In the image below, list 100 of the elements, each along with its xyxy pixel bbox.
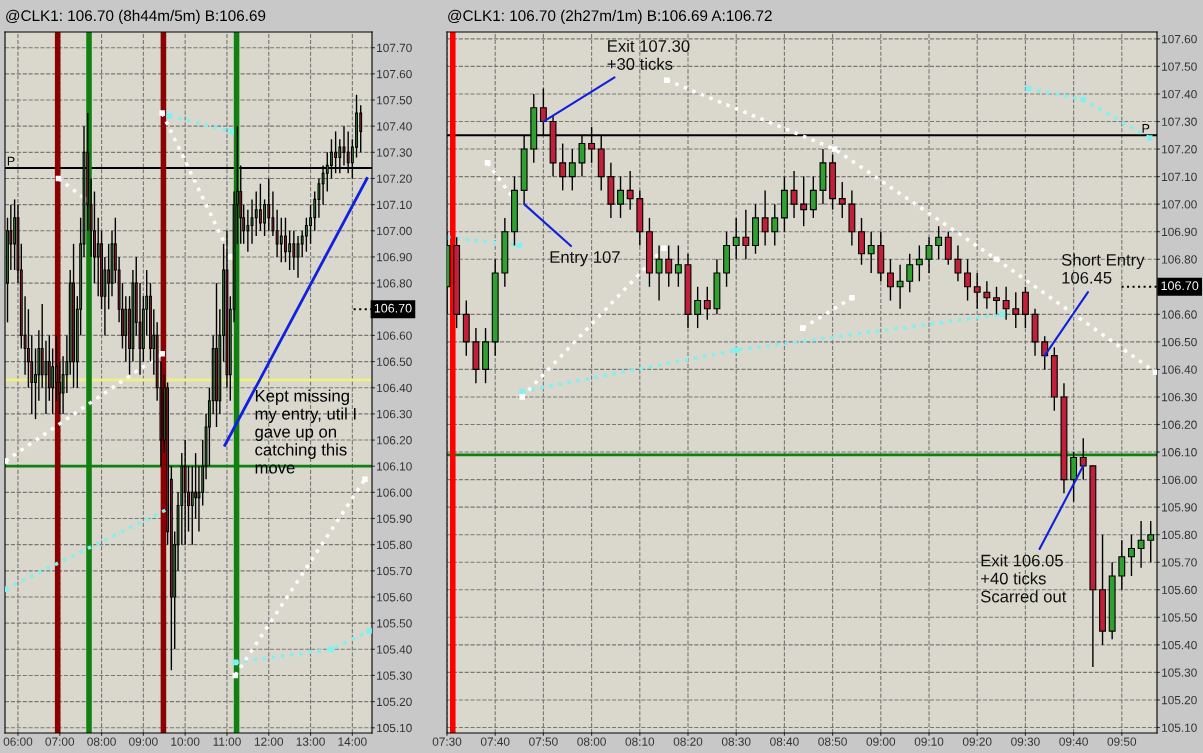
y-tick-label: 106.50: [1162, 337, 1197, 347]
point: [159, 350, 165, 357]
y-tick-label: 105.30: [377, 671, 412, 680]
y-tick-label: 107.20: [1162, 145, 1197, 154]
y-tick-label: 105.70: [1162, 558, 1197, 567]
y-tick-label: 105.10: [377, 723, 412, 733]
candlestick: [288, 230, 292, 271]
candlestick: [250, 198, 254, 245]
chart-title: @CLK1: 106.70 (8h44m/5m) B:106.69: [6, 9, 266, 25]
y-tick-label: 106.50: [377, 357, 412, 366]
candlestick: [275, 209, 279, 258]
x-tick-label: 11:00: [213, 737, 241, 746]
candlestick: [355, 94, 358, 159]
candlestick: [800, 175, 808, 227]
candlestick: [858, 217, 865, 266]
candlestick: [1147, 520, 1155, 563]
y-tick-label: 107.00: [377, 226, 412, 236]
candlestick: [568, 148, 576, 192]
annotation: Kept missing my entry, util I gave up on catching this move: [255, 389, 356, 474]
x-tick-label: 08:40: [770, 737, 799, 746]
candlestick: [292, 230, 296, 271]
y-tick-label: 105.40: [1162, 640, 1197, 650]
y-tick-label: 105.90: [377, 514, 412, 523]
x-tick-label: 06:00: [3, 737, 33, 746]
candlestick: [72, 243, 75, 389]
candlestick: [761, 189, 769, 247]
point: [1152, 369, 1157, 375]
y-tick-label: 106.10: [377, 462, 412, 471]
candlestick: [617, 175, 624, 219]
point: [5, 586, 9, 592]
candlestick: [246, 209, 250, 253]
candlestick: [790, 170, 798, 219]
candlestick: [317, 177, 321, 219]
y-tick-label: 107.70: [377, 43, 412, 53]
x-tick-label: 07:50: [529, 737, 558, 746]
x-tick-label: 08:20: [673, 737, 703, 746]
x-tick-label: 09:50: [1107, 737, 1137, 746]
point: [993, 256, 1000, 263]
y-tick-label: 106.80: [1162, 255, 1197, 264]
y-tick-label: 106.60: [377, 331, 412, 340]
candlestick: [304, 217, 308, 253]
x-tick-label: 07:00: [45, 737, 75, 746]
y-tick-label: 107.30: [377, 148, 412, 157]
y-tick-label: 107.20: [377, 174, 412, 183]
x-tick-label: 09:00: [129, 737, 158, 746]
point: [519, 394, 525, 400]
y-tick-label: 106.40: [1162, 365, 1197, 374]
x-tick-label: 09:10: [914, 737, 944, 746]
x-tick-label: 08:00: [87, 737, 116, 746]
x-tick-label: 07:30: [432, 737, 462, 746]
point: [733, 347, 739, 353]
candlestick: [359, 104, 363, 154]
candlestick: [973, 272, 981, 310]
candlestick: [215, 282, 218, 428]
x-tick-label: 10:00: [171, 737, 200, 746]
candlestick: [284, 217, 287, 263]
candlestick: [886, 258, 894, 302]
point: [166, 112, 173, 119]
x-tick-label: 09:00: [866, 737, 896, 746]
candlestick: [674, 244, 682, 288]
point: [362, 476, 368, 483]
point: [366, 628, 372, 634]
y-tick-label: 107.60: [1162, 34, 1197, 44]
ref-line-label: P: [1142, 124, 1150, 133]
candlestick: [267, 177, 271, 232]
y-tick-label: 105.60: [377, 593, 412, 602]
x-tick-label: 13:00: [296, 737, 325, 746]
y-tick-label: 107.00: [1162, 200, 1197, 209]
point: [799, 325, 806, 331]
candlestick: [771, 203, 779, 247]
y-tick-label: 106.60: [1162, 310, 1197, 319]
candlestick: [107, 243, 111, 310]
y-tick-label: 105.30: [1162, 668, 1197, 677]
candlestick: [925, 236, 933, 274]
annotation: Exit 106.05 +40 ticks Scarred out: [980, 554, 1067, 603]
point: [999, 311, 1006, 318]
candlestick: [309, 203, 312, 245]
candlestick: [809, 175, 817, 219]
x-tick-label: 12:00: [254, 737, 284, 746]
y-tick-label: 105.90: [1162, 503, 1197, 512]
candlestick: [915, 244, 923, 282]
annotation: Entry 107: [550, 251, 620, 267]
candlestick: [983, 280, 991, 310]
point: [519, 388, 525, 395]
x-tick-label: 08:50: [818, 737, 847, 746]
x-tick-label: 09:20: [962, 737, 992, 746]
candlestick: [935, 225, 943, 260]
y-tick-label: 106.20: [377, 436, 412, 445]
y-tick-label: 107.10: [377, 200, 412, 210]
x-tick-label: 09:40: [1059, 737, 1088, 746]
x-tick-label: 14:00: [338, 737, 367, 746]
y-tick-label: 106.90: [377, 252, 412, 262]
candlestick: [1079, 437, 1087, 481]
y-tick-label: 105.80: [377, 540, 412, 550]
candlestick: [44, 339, 48, 415]
y-tick-label: 106.20: [1162, 420, 1197, 429]
candlestick: [279, 217, 283, 263]
candlestick: [896, 264, 904, 310]
candlestick: [1041, 335, 1049, 371]
y-tick-label: 106.00: [1162, 475, 1197, 484]
